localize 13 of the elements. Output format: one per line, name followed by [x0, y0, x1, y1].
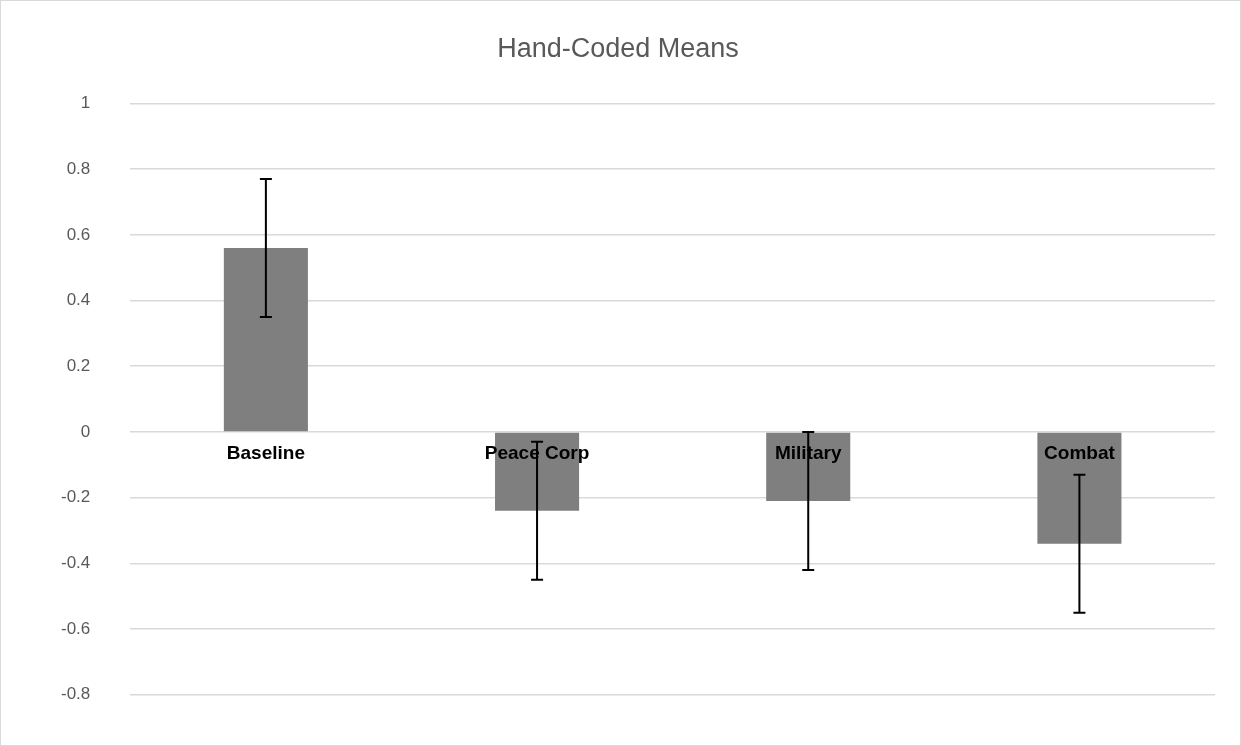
- y-tick-label: -0.8: [61, 684, 91, 704]
- y-tick-label: 0.6: [66, 224, 91, 244]
- y-tick-label: -0.4: [61, 553, 91, 573]
- y-tick-label: 0.4: [66, 290, 91, 310]
- y-tick-label: 0: [80, 421, 91, 441]
- y-tick-label: 0.2: [66, 355, 91, 375]
- x-tick-label: Combat: [1044, 442, 1116, 464]
- x-tick-label: Baseline: [226, 442, 305, 464]
- y-tick-label: 1: [80, 93, 91, 113]
- y-tick-label: 0.8: [66, 158, 91, 178]
- y-tick-label: -0.2: [61, 487, 91, 507]
- y-tick-label: -0.6: [61, 618, 91, 638]
- chart-title: Hand-Coded Means: [497, 32, 739, 63]
